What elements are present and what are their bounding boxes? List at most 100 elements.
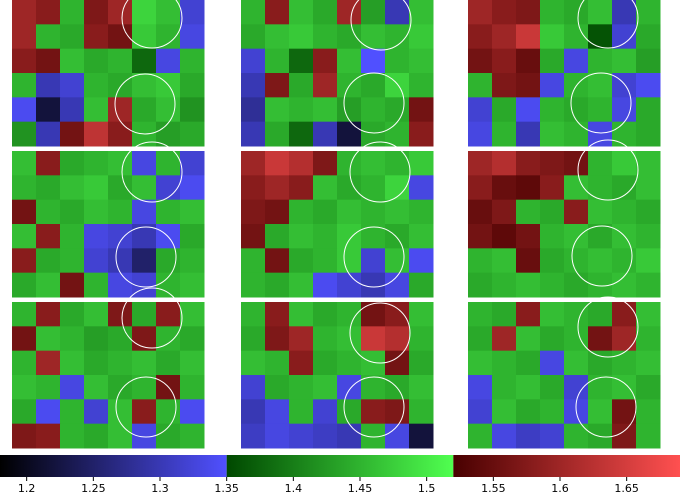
heatmap-cell [36,350,61,376]
heatmap-cell [132,24,157,50]
heatmap-cell [108,248,133,274]
heatmap-cell [84,121,109,147]
heatmap-cell [468,399,493,425]
heatmap-cell [636,224,661,249]
heatmap-cell [241,0,266,25]
heatmap-cell [361,399,386,425]
heatmap-cell [409,97,434,123]
heatmap-cell [516,97,541,123]
heatmap-cell [636,97,661,123]
heatmap-cell [337,48,362,74]
colorbar-tick-label: 1.65 [614,482,639,495]
heatmap-cell [492,302,517,327]
heatmap-cell [492,97,517,123]
region-circle [577,296,639,358]
heatmap-cell [313,73,338,98]
heatmap-cell [492,175,517,201]
heatmap-cell [361,199,386,225]
heatmap-cell [313,151,338,176]
heatmap-cell [588,399,613,425]
heatmap-cell [612,175,637,201]
heatmap-cell [564,224,589,249]
heatmap-cell [468,375,493,400]
colorbar-segment [226,455,454,477]
heatmap-cell [588,326,613,352]
heatmap-cell [265,0,290,25]
heatmap-cell [241,224,266,249]
heatmap-cell [36,399,61,425]
region-circle [570,72,632,134]
heatmap-cell [313,24,338,50]
heatmap-cell [180,326,205,352]
heatmap-cell [409,423,434,449]
heatmap-cell [36,272,61,298]
region-circle [575,376,637,438]
heatmap-cell [265,121,290,147]
colorbar-tick-label: 1.25 [81,482,106,495]
heatmap-cell [313,48,338,74]
heatmap-cell [289,73,314,98]
heatmap-cell [588,151,613,176]
heatmap-cell [540,97,565,123]
heatmap-cell [468,326,493,352]
heatmap-cell [564,0,589,25]
heatmap-cell [84,350,109,376]
heatmap-cell [492,326,517,352]
heatmap-cell [36,24,61,50]
heatmap-cell [265,302,290,327]
heatmap-panel [12,141,205,298]
heatmap-panel [468,139,661,298]
colorbar-tick-label: 1.3 [151,482,169,495]
heatmap-panel [468,296,661,449]
colorbar-tick-label: 1.4 [285,482,303,495]
heatmap-cell [564,423,589,449]
heatmap-cell [108,73,133,98]
heatmap-cell [108,423,133,449]
heatmap-cell [468,121,493,147]
heatmap-cell [289,97,314,123]
heatmap-cell [313,175,338,201]
heatmap-cell [36,224,61,249]
heatmap-cell [241,248,266,274]
heatmap-cell [84,224,109,249]
heatmap-cell [385,248,410,274]
heatmap-cell [540,0,565,25]
heatmap-cell [337,272,362,298]
heatmap-cell [409,48,434,74]
heatmap-cell [84,326,109,352]
heatmap-cell [612,399,637,425]
heatmap-cell [265,399,290,425]
region-circle [577,0,639,49]
heatmap-cell [156,248,181,274]
heatmap-panel [12,0,205,147]
region-circle [343,226,405,288]
heatmap-cell [60,97,85,123]
colorbar-tick-label: 1.45 [348,482,373,495]
heatmap-cell [60,423,85,449]
heatmap-cell [289,224,314,249]
heatmap-cell [156,97,181,123]
heatmap-cell [385,151,410,176]
heatmap-cell [468,423,493,449]
heatmap-cell [84,423,109,449]
heatmap-cell [60,24,85,50]
heatmap-cell [180,399,205,425]
heatmap-cell [132,48,157,74]
heatmap-cell [84,175,109,201]
heatmap-cell [132,199,157,225]
heatmap-cell [540,423,565,449]
heatmap-cell [313,199,338,225]
heatmap-cell [337,375,362,400]
heatmap-cell [12,326,37,352]
heatmap-cell [612,423,637,449]
heatmap-cell [289,24,314,50]
heatmap-cell [636,423,661,449]
heatmap-panel [241,0,434,147]
heatmap-cell [84,375,109,400]
heatmap-cell [36,97,61,123]
heatmap-cell [289,350,314,376]
heatmap-cell [492,121,517,147]
heatmap-cell [36,326,61,352]
heatmap-cell [564,175,589,201]
heatmap-cell [612,326,637,352]
